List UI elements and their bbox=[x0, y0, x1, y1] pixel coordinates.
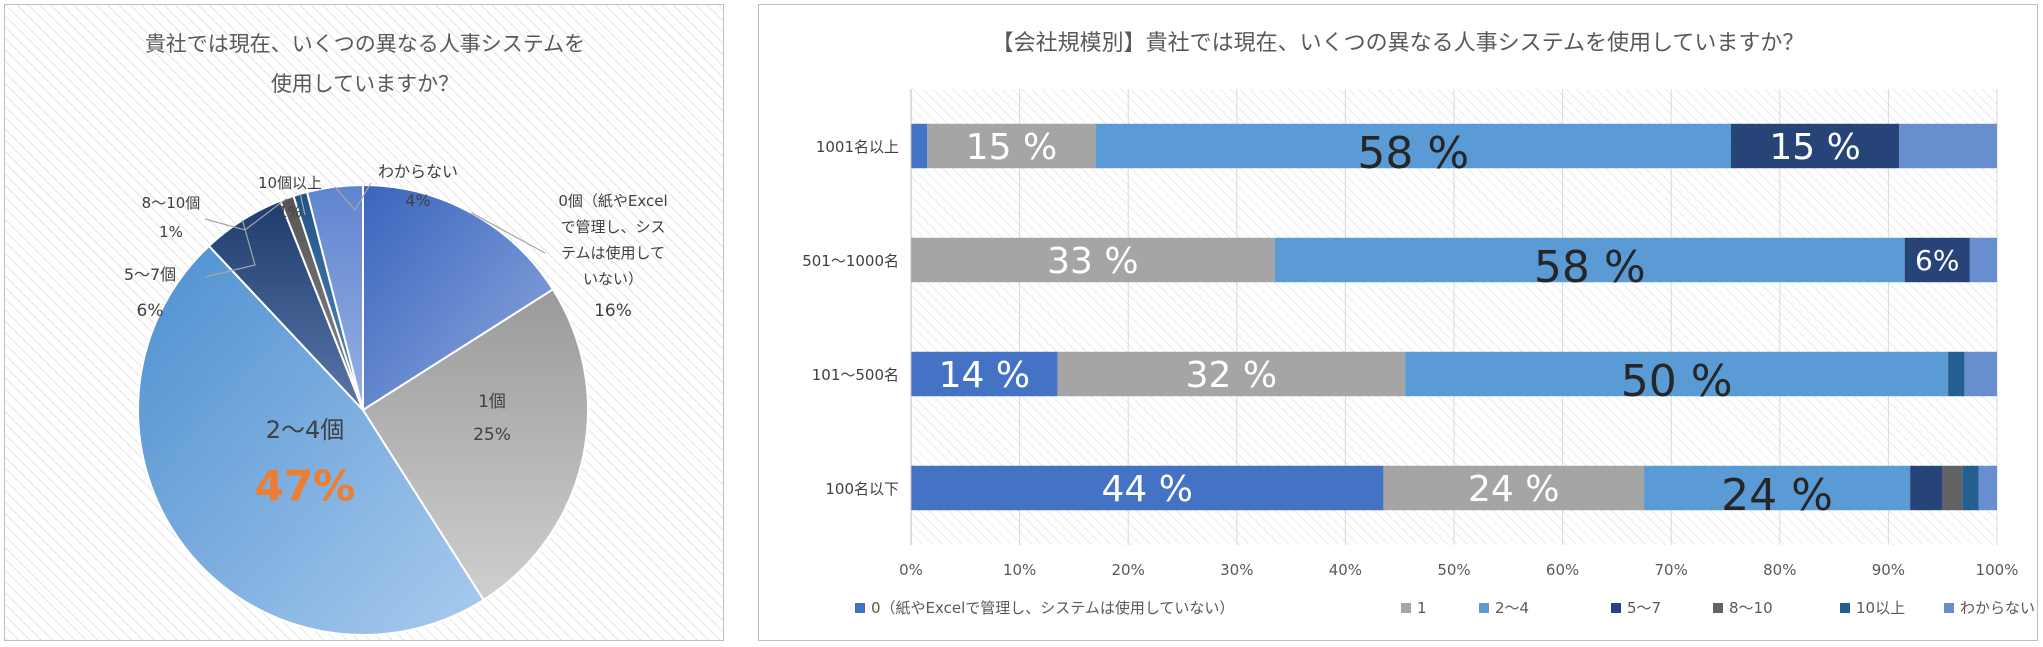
bar-segment-0-1 bbox=[927, 123, 1096, 169]
bar-data-label-0-2: 58 % bbox=[1357, 128, 1469, 179]
pie-leader-4 bbox=[204, 197, 288, 231]
pie-value-4: 1% bbox=[159, 223, 183, 241]
bar-segment-2-1 bbox=[1057, 351, 1406, 397]
bar-data-label-1-2: 58 % bbox=[1534, 242, 1646, 293]
pie-label-1-line-0: 1個 bbox=[478, 392, 506, 412]
legend-label-3: 5～7 bbox=[1627, 599, 1661, 617]
pie-value-3: 6% bbox=[137, 301, 164, 321]
x-tick-label-5: 50% bbox=[1437, 561, 1470, 579]
pie-leader-6 bbox=[334, 182, 372, 212]
legend-swatch-6 bbox=[1944, 603, 1954, 613]
bar-segment-0-6 bbox=[1899, 123, 1997, 169]
bar-chart: 【会社規模別】貴社では現在、いくつの異なる人事システムを使用していますか？ 0%… bbox=[802, 31, 2035, 617]
legend-swatch-0 bbox=[855, 603, 865, 613]
bar-segment-3-2 bbox=[1644, 465, 1911, 511]
legend-label-1: 1 bbox=[1417, 599, 1427, 617]
pie-value-1: 25% bbox=[473, 425, 511, 445]
bar-segment-3-3 bbox=[1910, 465, 1943, 511]
bar-segment-1-1 bbox=[911, 237, 1275, 283]
bar-segment-1-3 bbox=[1904, 237, 1970, 283]
legend-swatch-1 bbox=[1401, 603, 1411, 613]
pie-title-line-2: 使用していますか？ bbox=[271, 72, 459, 96]
bar-segment-2-6 bbox=[1964, 351, 1997, 397]
legend-swatch-4 bbox=[1713, 603, 1723, 613]
y-category-label-2: 101～500名 bbox=[812, 366, 899, 384]
legend-label-4: 8～10 bbox=[1729, 599, 1773, 617]
pie-label-0-line-3: いない） bbox=[583, 270, 643, 288]
pie-label-0-line-0: 0個（紙やExcel bbox=[558, 192, 667, 210]
pie-leader-0 bbox=[471, 212, 546, 254]
bar-data-label-3-1: 24 % bbox=[1468, 469, 1559, 510]
x-tick-label-3: 30% bbox=[1220, 561, 1253, 579]
bar-segment-1-2 bbox=[1274, 237, 1905, 283]
bar-data-label-0-3: 15 % bbox=[1769, 127, 1860, 168]
bar-data-label-0-1: 15 % bbox=[966, 127, 1057, 168]
x-tick-label-4: 40% bbox=[1329, 561, 1362, 579]
bar-segment-3-6 bbox=[1978, 465, 1997, 511]
pie-value-0: 16% bbox=[594, 301, 632, 321]
x-tick-label-8: 80% bbox=[1763, 561, 1796, 579]
bar-segment-1-6 bbox=[1969, 237, 1997, 283]
legend-label-6: わからない bbox=[1960, 599, 2035, 617]
pie-slice-0 bbox=[362, 183, 555, 412]
bar-segment-0-3 bbox=[1730, 123, 1900, 169]
x-tick-label-2: 20% bbox=[1112, 561, 1145, 579]
pie-chart-panel: 貴社では現在、いくつの異なる人事システムを 使用していますか？ 0個（紙やExc… bbox=[4, 4, 724, 641]
x-tick-label-0: 0% bbox=[899, 561, 923, 579]
pie-label-0-line-1: で管理し、シス bbox=[560, 218, 665, 236]
pie-value-5: 1% bbox=[278, 203, 302, 221]
x-tick-label-1: 10% bbox=[1003, 561, 1036, 579]
bar-title: 【会社規模別】貴社では現在、いくつの異なる人事システムを使用していますか？ bbox=[992, 31, 1805, 56]
x-tick-label-6: 60% bbox=[1546, 561, 1579, 579]
y-category-label-3: 100名以下 bbox=[825, 480, 899, 498]
bar-data-label-3-0: 44 % bbox=[1101, 469, 1192, 510]
pie-label-2-line-0: 2～4個 bbox=[266, 416, 345, 444]
pie-label-6-line-0: わからない bbox=[378, 162, 458, 181]
x-tick-label-10: 100% bbox=[1976, 561, 2019, 579]
pie-slice-2 bbox=[137, 244, 485, 636]
bar-segment-3-0 bbox=[911, 465, 1384, 511]
pie-value-6: 4% bbox=[405, 191, 430, 210]
pie-slice-1 bbox=[361, 288, 589, 602]
bar-segment-2-0 bbox=[911, 351, 1058, 397]
legend-swatch-3 bbox=[1611, 603, 1621, 613]
pie-label-0-line-2: テムは使用して bbox=[561, 244, 665, 262]
bar-data-label-2-2: 50 % bbox=[1621, 356, 1733, 407]
legend-swatch-2 bbox=[1479, 603, 1489, 613]
bar-segment-0-2 bbox=[1095, 123, 1731, 169]
pie-value-2: 47% bbox=[255, 462, 356, 511]
pie-label-4-line-0: 8～10個 bbox=[142, 194, 201, 212]
bar-chart-panel: 【会社規模別】貴社では現在、いくつの異なる人事システムを使用していますか？ 0%… bbox=[758, 4, 2038, 641]
bar-data-label-2-1: 32 % bbox=[1186, 355, 1277, 396]
pie-title-line-1: 貴社では現在、いくつの異なる人事システムを bbox=[145, 32, 585, 56]
legend-label-0: 0（紙やExcelで管理し、システムは使用していない） bbox=[871, 599, 1234, 617]
pie-label-3-line-0: 5～7個 bbox=[124, 265, 176, 284]
pie-leader-3 bbox=[204, 219, 256, 278]
legend-label-2: 2～4 bbox=[1495, 599, 1529, 617]
x-tick-label-9: 90% bbox=[1872, 561, 1905, 579]
x-tick-label-7: 70% bbox=[1655, 561, 1688, 579]
y-category-label-0: 1001名以上 bbox=[816, 138, 899, 156]
bar-segment-2-5 bbox=[1948, 351, 1965, 397]
bar-segment-3-1 bbox=[1383, 465, 1645, 511]
legend-swatch-5 bbox=[1840, 603, 1850, 613]
pie-label-5-line-0: 10個以上 bbox=[258, 174, 322, 192]
bar-data-label-2-0: 14 % bbox=[939, 355, 1030, 396]
pie-leader-5 bbox=[299, 193, 306, 216]
bar-data-label-1-1: 33 % bbox=[1047, 241, 1138, 282]
bar-data-label-3-2: 24 % bbox=[1721, 470, 1833, 521]
legend-label-5: 10以上 bbox=[1856, 599, 1905, 617]
bar-segment-2-2 bbox=[1405, 351, 1949, 397]
bar-data-label-1-3: 6% bbox=[1915, 244, 1959, 277]
y-category-label-1: 501～1000名 bbox=[802, 252, 899, 270]
bar-segment-0-0 bbox=[911, 123, 928, 169]
pie-chart: 貴社では現在、いくつの異なる人事システムを 使用していますか？ 0個（紙やExc… bbox=[5, 5, 723, 640]
bar-segment-3-4 bbox=[1942, 465, 1963, 511]
bar-segment-3-5 bbox=[1962, 465, 1979, 511]
